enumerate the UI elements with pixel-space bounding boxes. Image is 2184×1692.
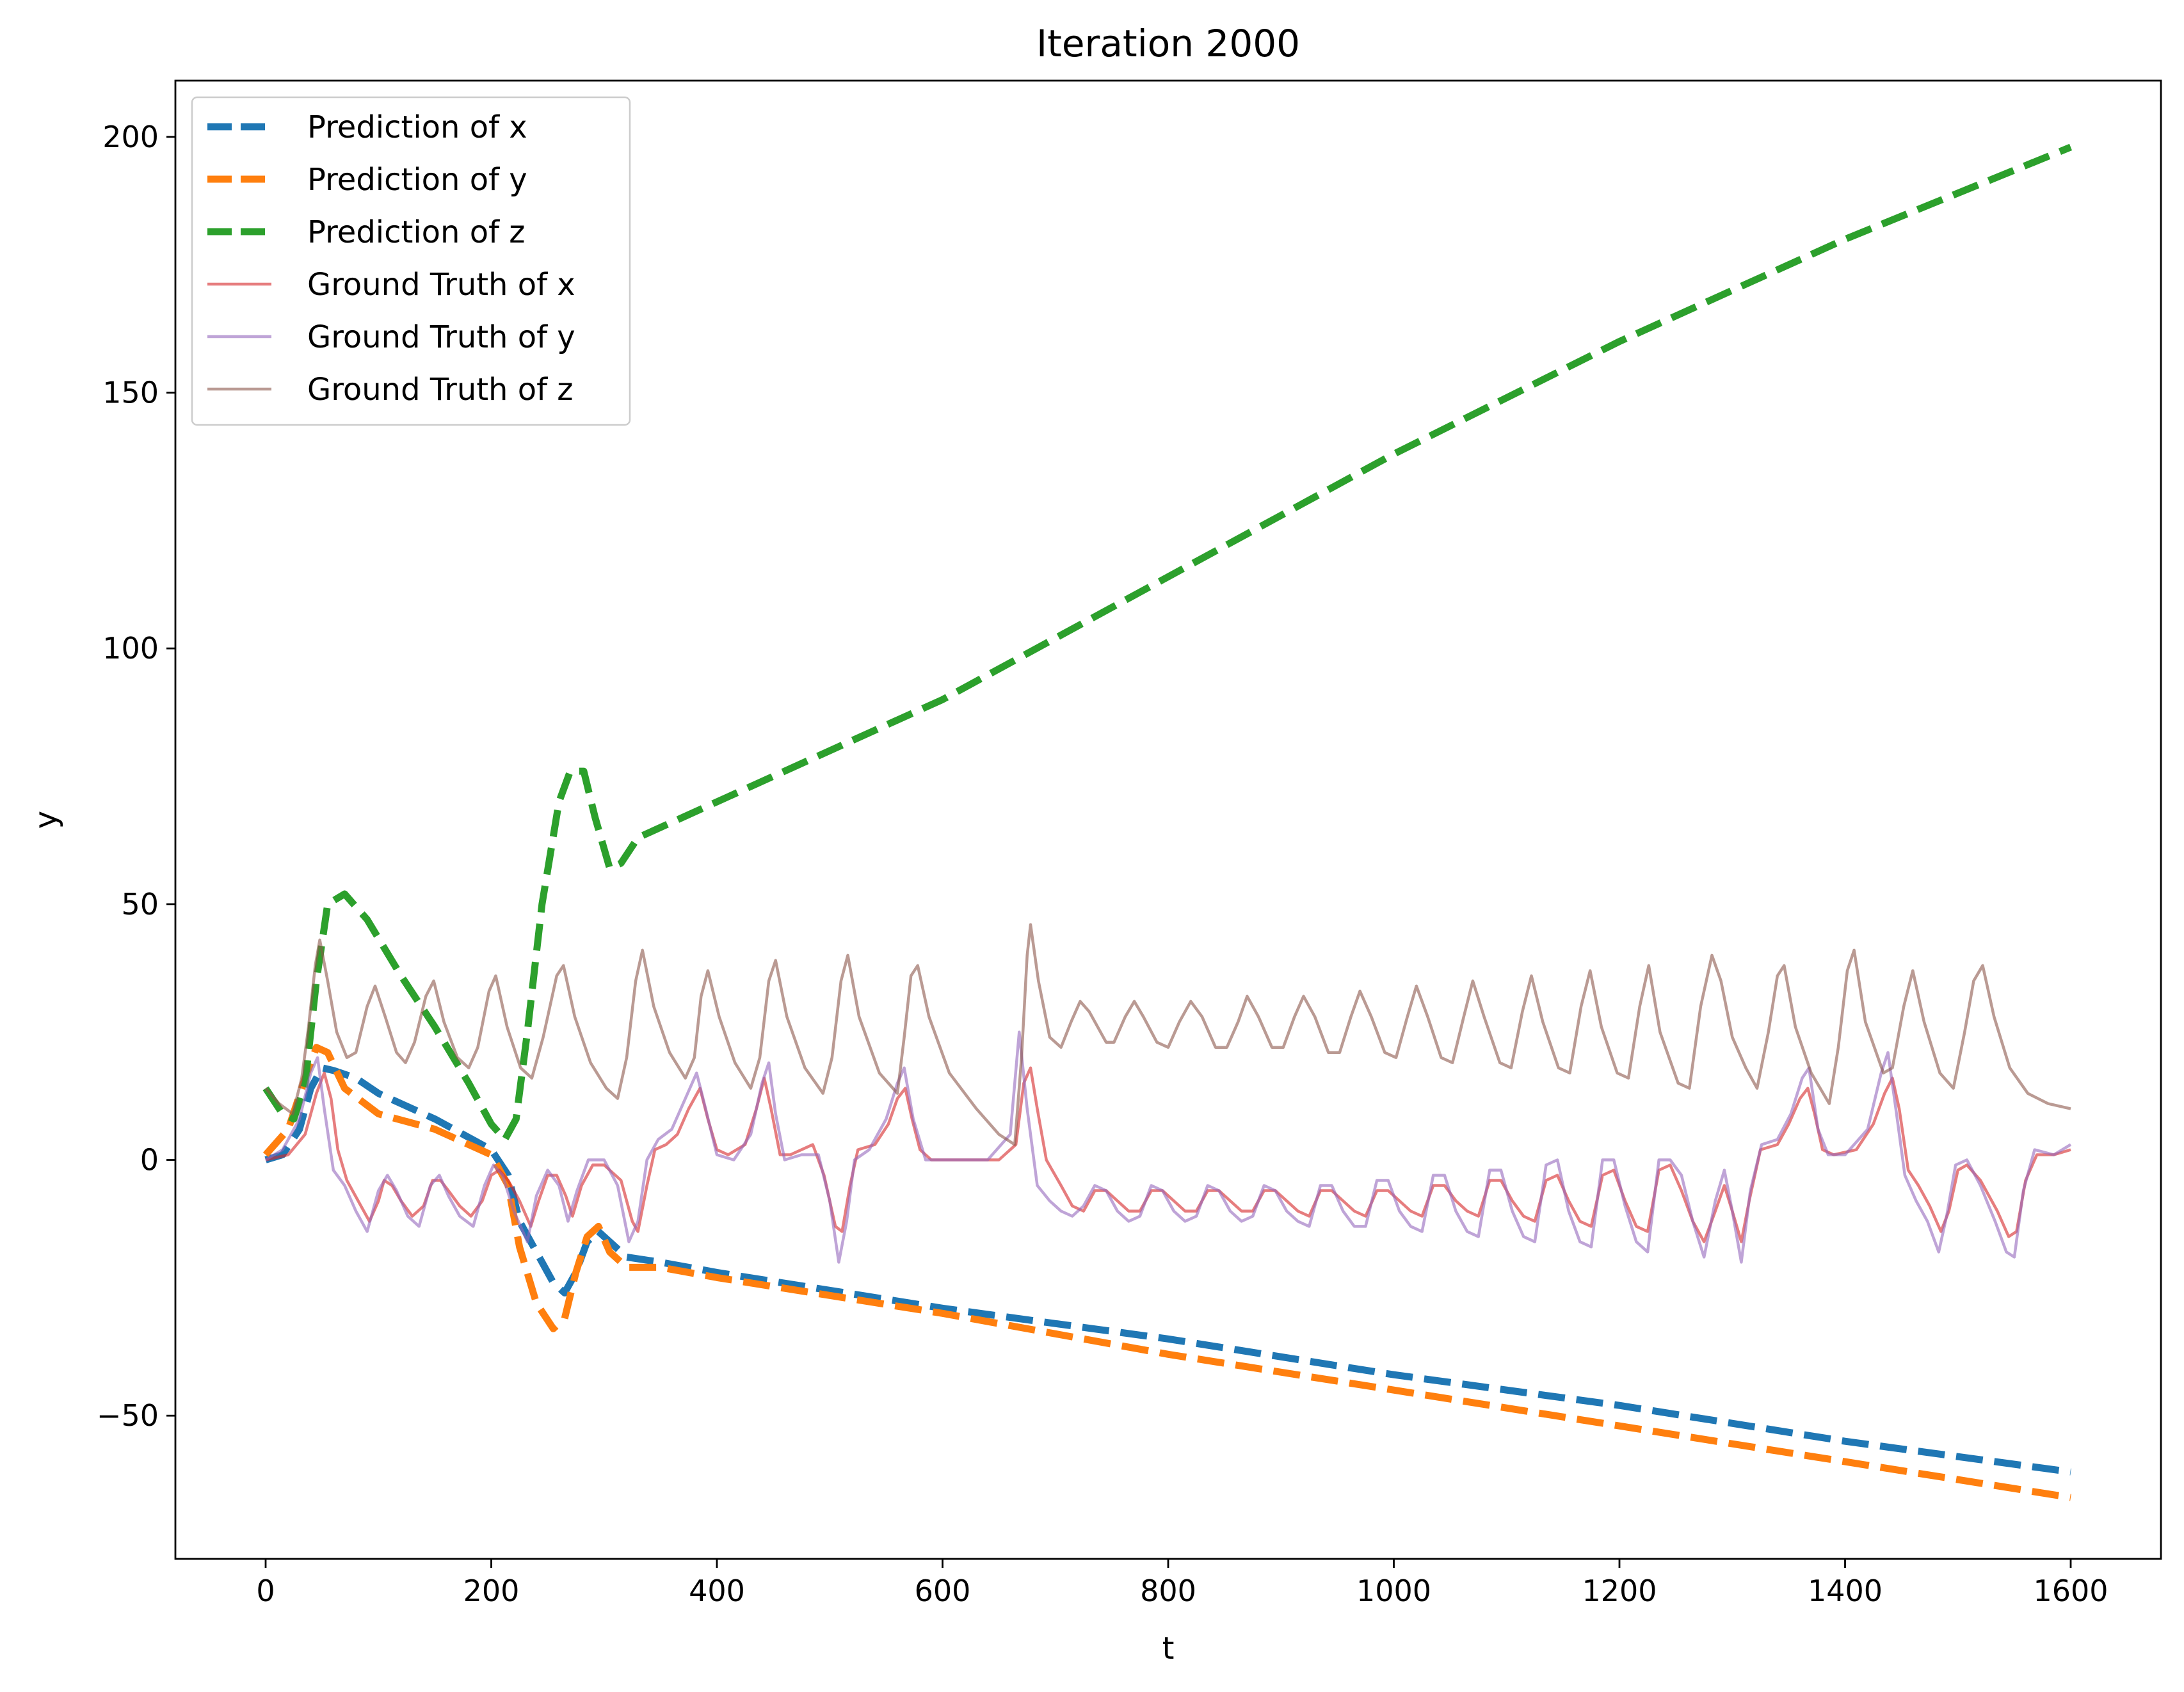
series-line-prediction-of-z: [262, 143, 2073, 1144]
chart-title: Iteration 2000: [1036, 22, 1300, 65]
x-tick-label: 800: [1140, 1574, 1196, 1608]
x-tick-label: 1400: [1808, 1574, 1883, 1608]
legend-box: [191, 96, 631, 426]
y-tick-label: −50: [97, 1398, 159, 1433]
x-tick-label: 400: [689, 1574, 745, 1608]
x-axis-ticks: 0 200 400 600 800 1000 1200 1400 1600: [256, 1559, 2108, 1608]
y-tick-label: 50: [121, 887, 159, 922]
y-axis-label: y: [28, 811, 64, 829]
series-line-ground-truth-of-y: [264, 1030, 2072, 1264]
legend-label-prediction-of-y: Prediction of y: [307, 162, 527, 198]
x-tick-label: 1000: [1356, 1574, 1431, 1608]
y-tick-label: 200: [102, 120, 159, 154]
x-tick-label: 1600: [2033, 1574, 2108, 1608]
series-line-prediction-of-x: [264, 1064, 2071, 1476]
x-tick-label: 600: [915, 1574, 971, 1608]
y-axis-ticks: −50 0 50 100 150 200: [97, 120, 175, 1433]
x-axis-label: t: [1162, 1631, 1175, 1666]
x-tick-label: 200: [463, 1574, 520, 1608]
legend-label-ground-truth-of-y: Ground Truth of y: [307, 319, 575, 355]
x-tick-label: 1200: [1582, 1574, 1657, 1608]
y-tick-label: 0: [140, 1143, 159, 1177]
legend: Prediction of x Prediction of y Prediction…: [191, 96, 631, 426]
y-tick-label: 100: [102, 631, 159, 666]
legend-label-ground-truth-of-z: Ground Truth of z: [307, 372, 573, 408]
x-tick-label: 0: [256, 1574, 275, 1608]
plot-lines: [262, 143, 2073, 1501]
y-tick-label: 150: [102, 376, 159, 410]
legend-label-prediction-of-x: Prediction of x: [307, 109, 527, 145]
series-line-ground-truth-of-z: [264, 923, 2071, 1146]
series-line-prediction-of-y: [262, 1044, 2071, 1501]
legend-label-prediction-of-z: Prediction of z: [307, 214, 525, 250]
legend-label-ground-truth-of-x: Ground Truth of x: [307, 267, 575, 303]
